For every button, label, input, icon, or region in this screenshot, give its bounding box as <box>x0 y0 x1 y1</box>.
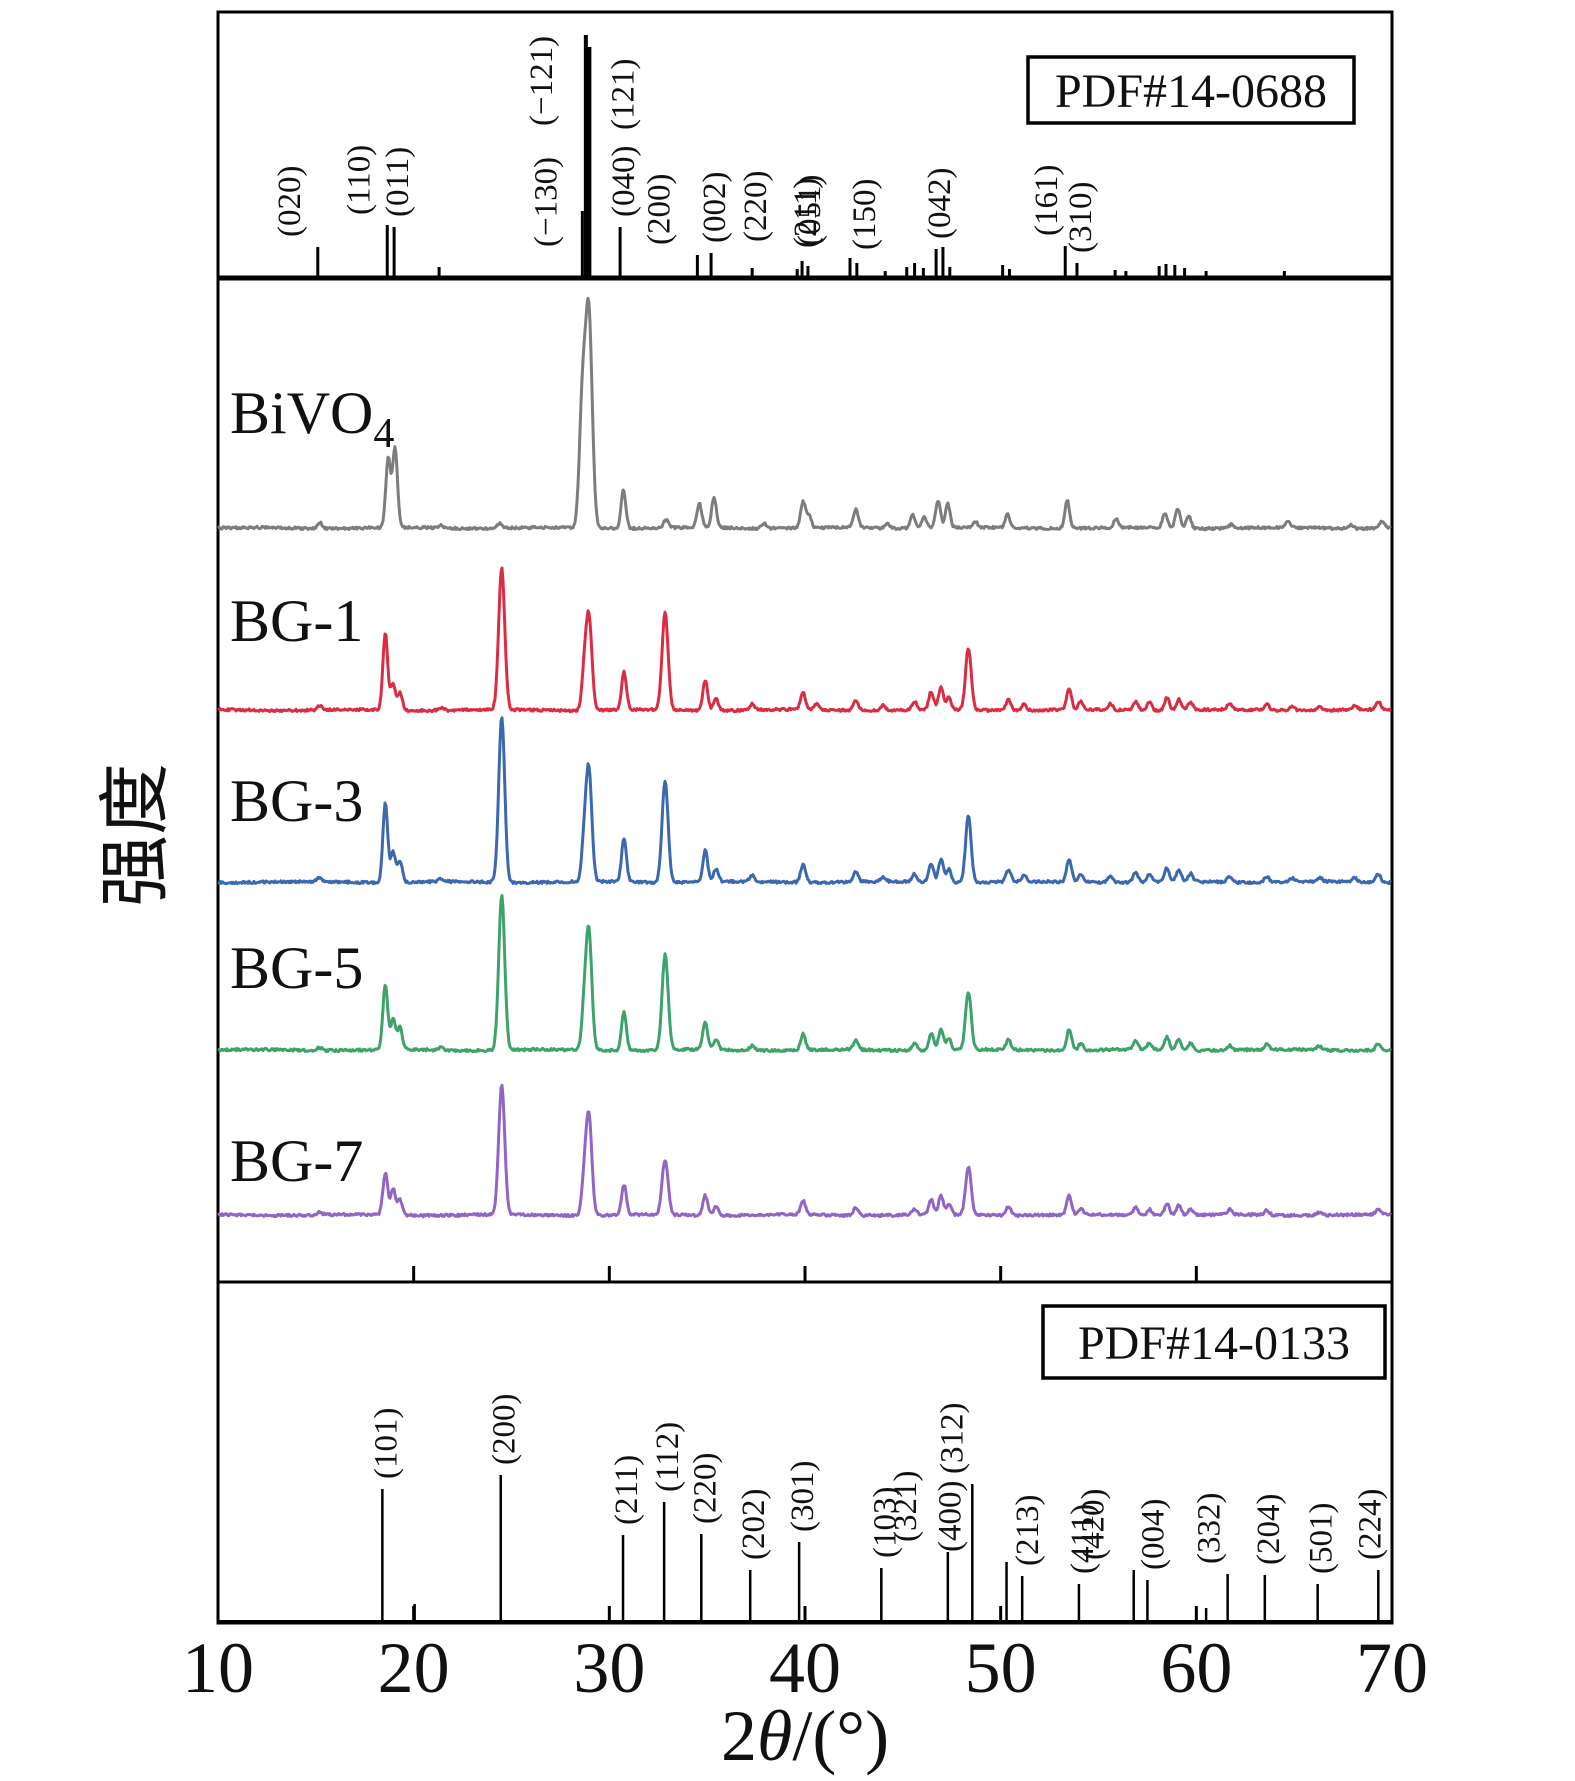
hkl-label: (150) <box>847 179 883 250</box>
xrd-curve-bg-5 <box>217 894 1392 1054</box>
xrd-curve-bg-1 <box>217 566 1392 714</box>
curve-label-bg-1: BG-1 <box>230 588 363 654</box>
x-tick-label: 40 <box>769 1628 841 1708</box>
x-tick-label: 20 <box>378 1628 450 1708</box>
hkl-label: (101) <box>368 1408 404 1479</box>
hkl-label: (011) <box>380 147 416 217</box>
hkl-label: (211) <box>609 1455 645 1525</box>
hkl-label: (110) <box>341 145 377 215</box>
hkl-label: (112) <box>650 1422 686 1492</box>
pdf-14-0688-box-text: PDF#14-0688 <box>1055 65 1327 118</box>
xrd-curve-bg-7 <box>217 1083 1392 1219</box>
top-reference-sticks: (020) (110) (011) (−130) (−121) (121) (040) (20… <box>272 35 1286 277</box>
hkl-label: (312) <box>934 1403 970 1474</box>
hkl-label: (002) <box>697 172 733 243</box>
pdf-14-0133-box: PDF#14-0133 <box>1041 1304 1387 1380</box>
pdf-14-0688-box: PDF#14-0688 <box>1026 55 1356 125</box>
hkl-label: (301) <box>785 1461 821 1532</box>
curve-label-bg-5: BG-5 <box>230 935 363 1001</box>
hkl-label: (−130) <box>528 157 564 247</box>
hkl-label: (224) <box>1352 1489 1388 1560</box>
x-axis-title: 2θ/(°) <box>721 1696 889 1776</box>
hkl-label: (202) <box>736 1489 772 1560</box>
curve-label-bg-7: BG-7 <box>230 1128 363 1194</box>
hkl-label: (103) <box>867 1487 903 1558</box>
xrd-curve-bivo4 <box>217 296 1392 532</box>
x-tick-label: 10 <box>182 1628 254 1708</box>
x-tick-label: 70 <box>1356 1628 1428 1708</box>
hkl-label: (501) <box>1304 1503 1340 1574</box>
hkl-label: (121) <box>605 59 641 130</box>
pdf-14-0133-box-text: PDF#14-0133 <box>1078 1317 1350 1370</box>
hkl-label: (220) <box>738 171 774 242</box>
hkl-label: (004) <box>1135 1499 1171 1570</box>
hkl-label: (310) <box>1063 182 1099 253</box>
hkl-label: (200) <box>641 174 677 245</box>
hkl-label: (161) <box>1029 165 1065 236</box>
x-tick-label: 30 <box>573 1628 645 1708</box>
hkl-label: (420) <box>1076 1489 1112 1560</box>
hkl-label: (051) <box>792 175 828 246</box>
hkl-label: (411) <box>1065 1504 1101 1574</box>
y-axis-title: 强度 <box>96 763 176 907</box>
hkl-label: (−121) <box>524 36 560 126</box>
pdf-14-0133-box-frame <box>1041 1304 1387 1380</box>
x-tick-label: 50 <box>965 1628 1037 1708</box>
hkl-label: (204) <box>1251 1494 1287 1565</box>
xrd-curve-bg-3 <box>217 716 1392 886</box>
hkl-label: (213) <box>1010 1495 1046 1566</box>
hkl-label: (321) <box>888 1471 924 1542</box>
hkl-label: (200) <box>487 1394 523 1465</box>
hkl-label: (040) <box>606 146 642 217</box>
pdf-14-0688-box-frame <box>1026 55 1356 125</box>
x-tick-label: 60 <box>1160 1628 1232 1708</box>
hkl-label: (400) <box>933 1481 969 1552</box>
hkl-label: (332) <box>1192 1493 1228 1564</box>
hkl-label: (020) <box>272 166 308 237</box>
curve-label-bg-3: BG-3 <box>230 768 363 834</box>
hkl-label: (042) <box>922 168 958 239</box>
bottom-reference-sticks: (101) (200) (211) (112) (220) (202) (301) (103)… <box>368 1394 1388 1622</box>
x-axis-tick-labels: 10 20 30 40 50 60 70 <box>182 1628 1428 1708</box>
hkl-label: (211) <box>788 178 824 248</box>
curve-label-bivo4: BiVO4 <box>230 380 394 457</box>
hkl-label: (220) <box>687 1453 723 1524</box>
